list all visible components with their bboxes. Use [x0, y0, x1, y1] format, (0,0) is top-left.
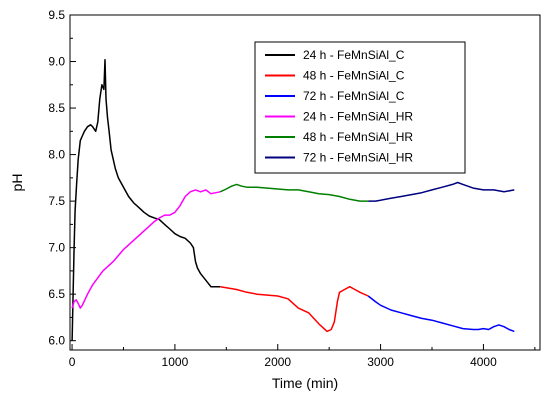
- x-tick-label: 1000: [162, 355, 189, 369]
- legend-label: 48 h - FeMnSiAl_C: [303, 69, 405, 83]
- legend: 24 h - FeMnSiAl_C 48 h - FeMnSiAl_C 72 h -…: [254, 41, 466, 174]
- y-axis: 6.0 6.5 7.0 7.5 8.0 8.5 9.0 9.5: [48, 8, 76, 348]
- y-tick-label: 9.0: [48, 55, 65, 69]
- y-axis-title: pH: [9, 174, 25, 192]
- x-tick-label: 4000: [470, 355, 497, 369]
- series-line-2: [220, 285, 369, 333]
- y-tick-label: 6.0: [48, 334, 65, 348]
- x-tick-label: 0: [69, 355, 76, 369]
- x-tick-label: 2000: [264, 355, 291, 369]
- legend-label: 24 h - FeMnSiAl_C: [303, 48, 405, 62]
- series-line-1: [71, 58, 221, 341]
- y-tick-label: 6.5: [48, 287, 65, 301]
- legend-label: 72 h - FeMnSiAl_HR: [303, 151, 413, 165]
- legend-label: 72 h - FeMnSiAl_C: [303, 89, 405, 103]
- series-line-5: [219, 183, 369, 202]
- legend-label: 24 h - FeMnSiAl_HR: [303, 110, 413, 124]
- y-tick-label: 7.5: [48, 194, 65, 208]
- series-layer: [71, 58, 515, 341]
- legend-box: [254, 41, 466, 174]
- x-tick-label: 3000: [367, 355, 394, 369]
- y-tick-label: 8.0: [48, 148, 65, 162]
- x-axis-title: Time (min): [272, 375, 338, 391]
- y-tick-label: 9.5: [48, 8, 65, 22]
- y-tick-label: 8.5: [48, 101, 65, 115]
- x-axis: 0 1000 2000 3000 4000: [69, 344, 536, 369]
- legend-label: 48 h - FeMnSiAl_HR: [303, 130, 413, 144]
- y-tick-label: 7.0: [48, 241, 65, 255]
- series-line-6: [368, 181, 515, 202]
- series-line-3: [367, 295, 515, 333]
- series-line-4: [71, 189, 221, 309]
- plot-frame: [69, 14, 541, 351]
